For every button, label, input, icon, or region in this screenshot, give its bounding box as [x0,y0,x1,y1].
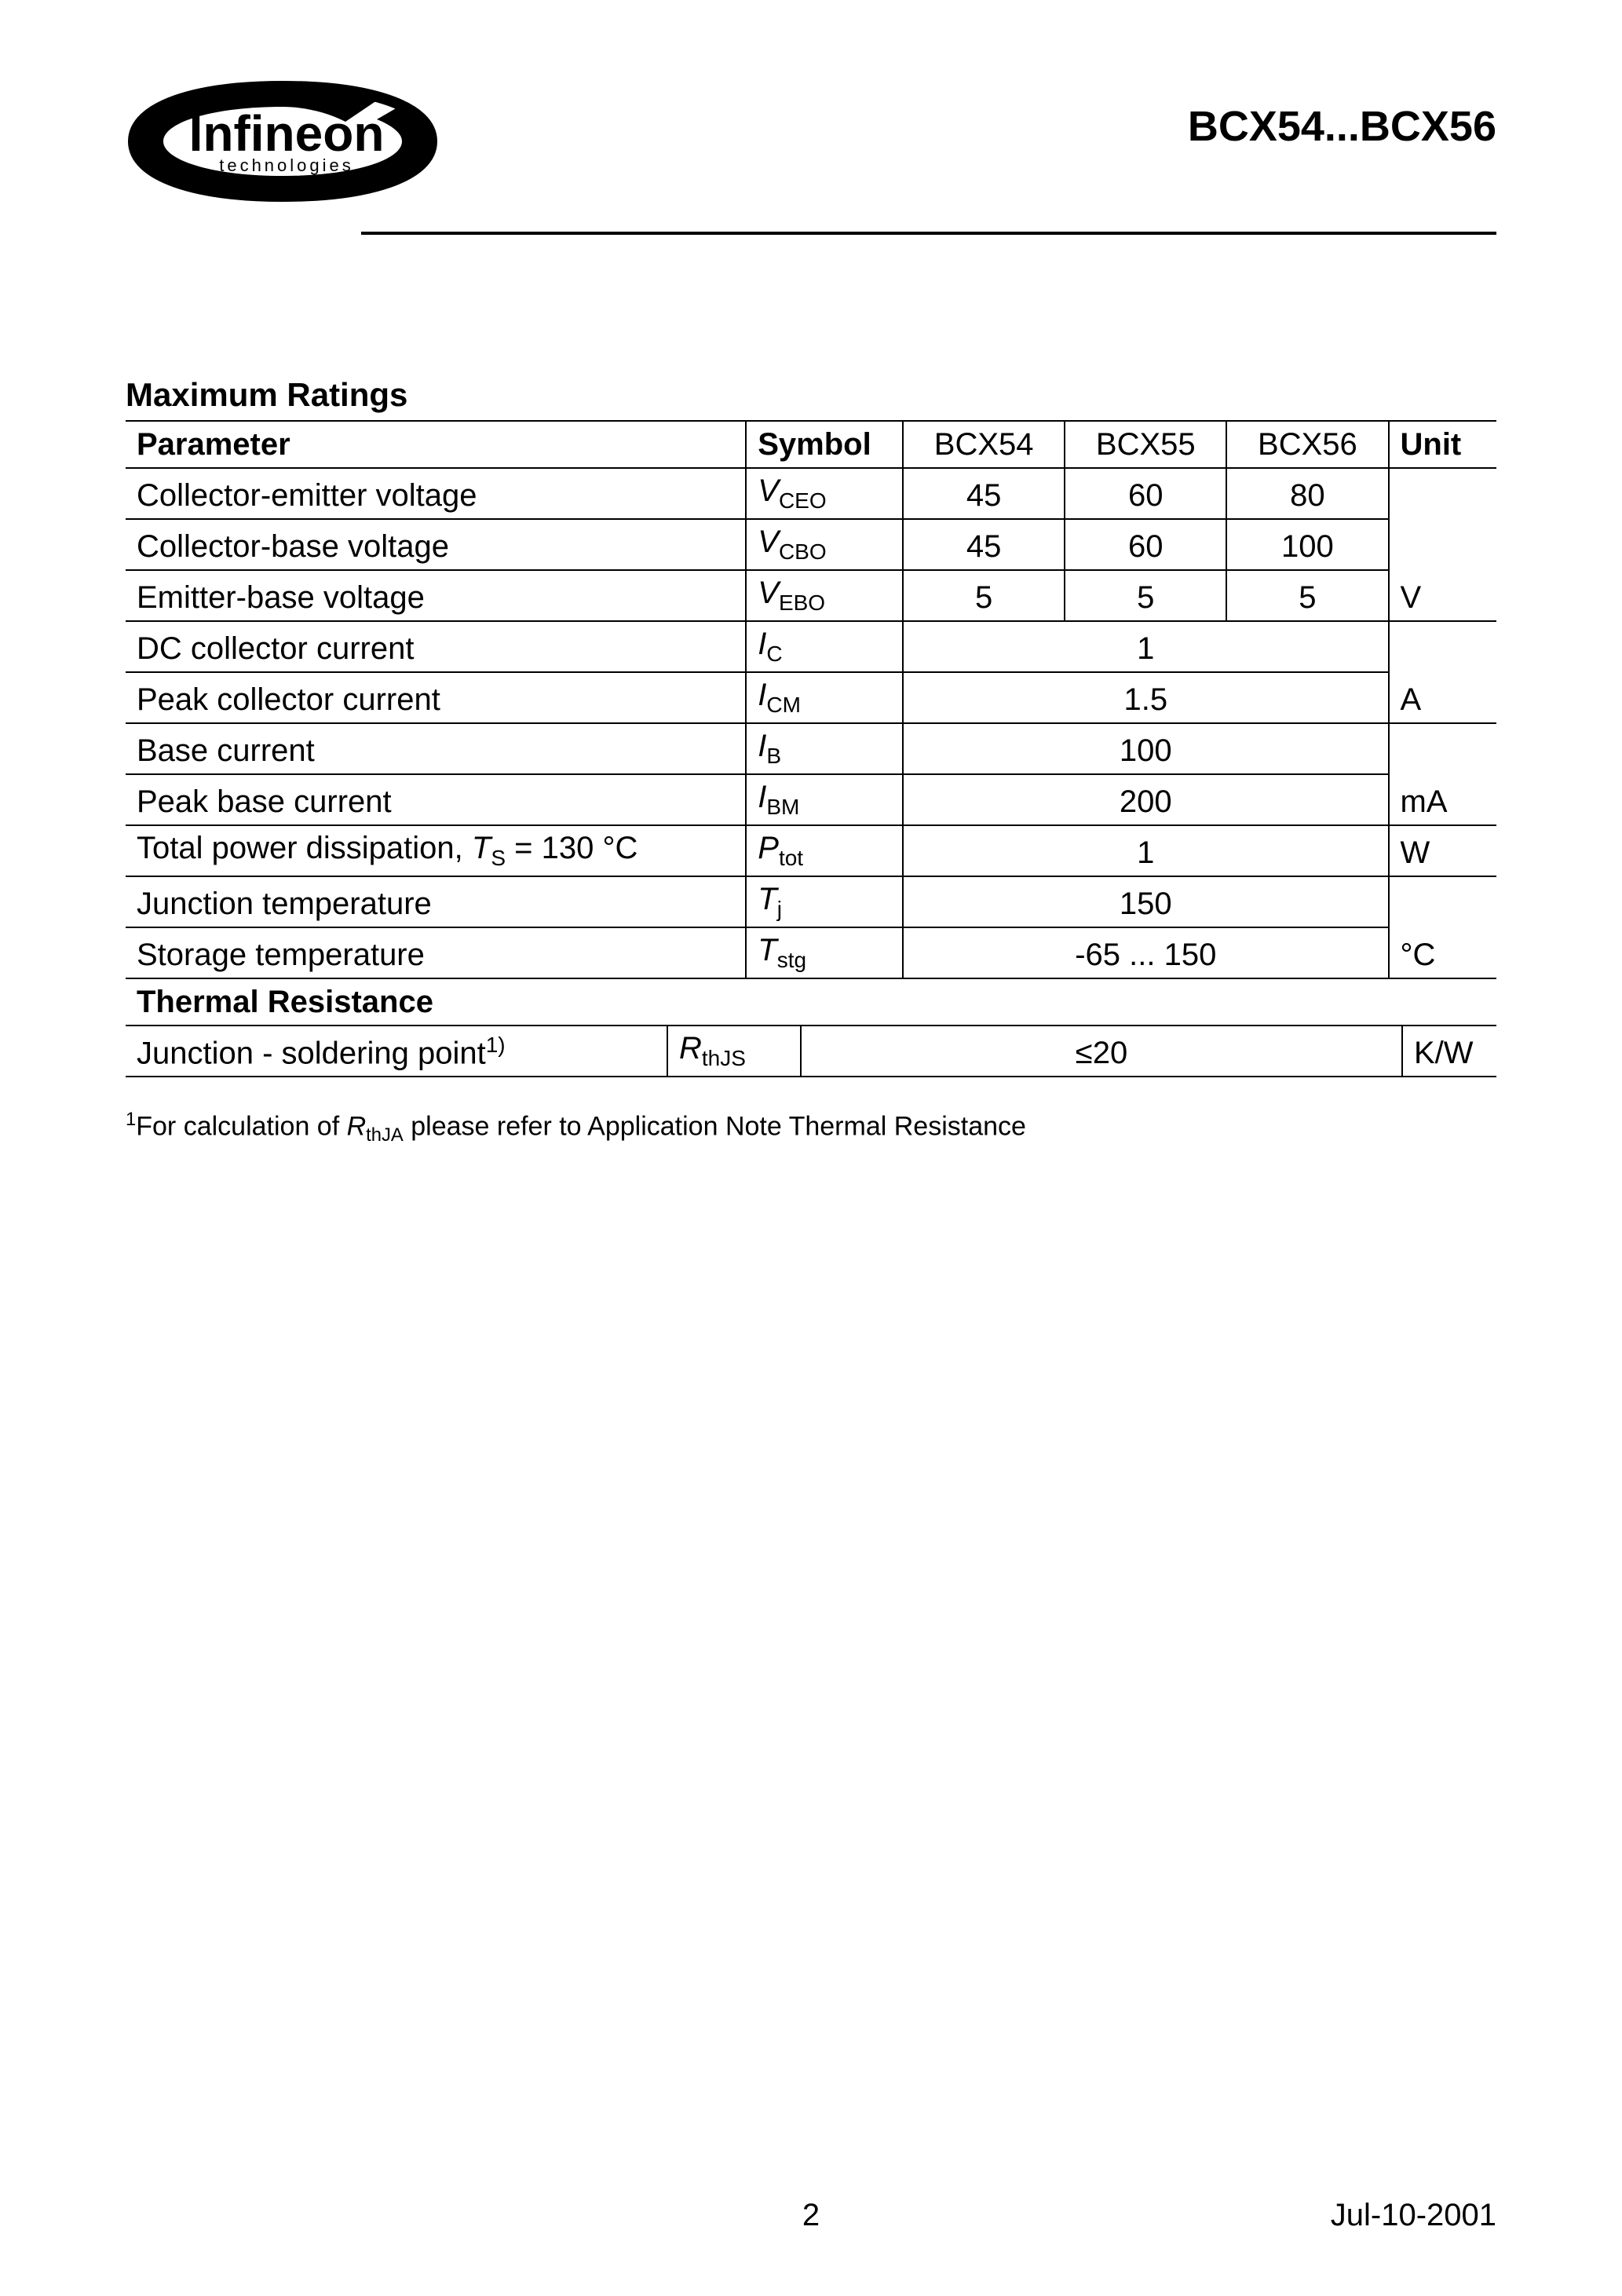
footer-date: Jul-10-2001 [1331,2198,1496,2233]
value-cell: 100 [903,723,1388,774]
infineon-logo-icon: Infineon technologies [126,79,440,204]
symbol-cell: Tstg [746,927,903,978]
table-row: Total power dissipation, TS = 130 °CPtot… [126,825,1496,876]
param-cell: Base current [126,723,746,774]
unit-cell: V [1389,468,1497,621]
svg-text:technologies: technologies [219,155,354,175]
value-cell: 80 [1226,468,1388,519]
value-cell: 5 [1065,570,1226,621]
table-row: Base currentIB100mA [126,723,1496,774]
symbol-cell: Tj [746,876,903,927]
footer: 2 Jul-10-2001 [126,2198,1496,2233]
param-cell: Collector-base voltage [126,519,746,570]
table-row: Storage temperatureTstg-65 ... 150 [126,927,1496,978]
symbol-cell: IB [746,723,903,774]
unit-cell: W [1389,825,1497,876]
section-title-max-ratings: Maximum Ratings [126,376,1496,414]
value-cell: 60 [1065,468,1226,519]
value-cell: 5 [1226,570,1388,621]
unit-cell: K/W [1402,1026,1496,1077]
table-header-row: Parameter Symbol BCX54 BCX55 BCX56 Unit [126,421,1496,468]
param-cell: Junction - soldering point1) [126,1026,667,1077]
value-cell: 45 [903,519,1065,570]
symbol-cell: VCEO [746,468,903,519]
value-cell: -65 ... 150 [903,927,1388,978]
symbol-cell: VCBO [746,519,903,570]
col-unit: Unit [1389,421,1497,468]
col-parameter: Parameter [126,421,746,468]
col-symbol: Symbol [746,421,903,468]
logo: Infineon technologies [126,79,440,208]
thermal-row: Junction - soldering point1) RthJS ≤20 K… [126,1026,1496,1077]
thermal-table: Thermal Resistance Junction - soldering … [126,978,1496,1077]
unit-cell: mA [1389,723,1497,825]
ratings-table: Parameter Symbol BCX54 BCX55 BCX56 Unit … [126,420,1496,979]
value-cell: 150 [903,876,1388,927]
col-bcx56: BCX56 [1226,421,1388,468]
page-number: 2 [802,2198,820,2233]
value-cell: 1.5 [903,672,1388,723]
value-cell: 1 [903,825,1388,876]
value-cell: 5 [903,570,1065,621]
param-cell: Total power dissipation, TS = 130 °C [126,825,746,876]
param-cell: Collector-emitter voltage [126,468,746,519]
footnote: 1For calculation of RthJA please refer t… [126,1109,1496,1146]
param-cell: Storage temperature [126,927,746,978]
param-cell: DC collector current [126,621,746,672]
table-row: Collector-emitter voltageVCEO456080V [126,468,1496,519]
value-cell: ≤20 [801,1026,1402,1077]
param-cell: Emitter-base voltage [126,570,746,621]
table-row: DC collector currentIC1A [126,621,1496,672]
col-bcx54: BCX54 [903,421,1065,468]
table-row: Emitter-base voltageVEBO555 [126,570,1496,621]
product-title: BCX54...BCX56 [1188,102,1496,151]
unit-cell: A [1389,621,1497,723]
header: Infineon technologies BCX54...BCX56 [126,79,1496,208]
table-row: Peak collector currentICM1.5 [126,672,1496,723]
symbol-cell: IC [746,621,903,672]
symbol-cell: RthJS [667,1026,801,1077]
thermal-header-row: Thermal Resistance [126,978,1496,1026]
section-title-thermal: Thermal Resistance [126,978,1496,1026]
param-cell: Peak base current [126,774,746,825]
header-rule [361,232,1496,235]
table-row: Peak base currentIBM200 [126,774,1496,825]
table-row: Junction temperatureTj150°C [126,876,1496,927]
symbol-cell: VEBO [746,570,903,621]
symbol-cell: ICM [746,672,903,723]
value-cell: 1 [903,621,1388,672]
symbol-cell: Ptot [746,825,903,876]
table-row: Collector-base voltageVCBO4560100 [126,519,1496,570]
col-bcx55: BCX55 [1065,421,1226,468]
symbol-cell: IBM [746,774,903,825]
value-cell: 45 [903,468,1065,519]
param-cell: Junction temperature [126,876,746,927]
param-cell: Peak collector current [126,672,746,723]
value-cell: 200 [903,774,1388,825]
svg-text:Infineon: Infineon [189,105,385,162]
content: Maximum Ratings Parameter Symbol BCX54 B… [126,376,1496,1146]
unit-cell: °C [1389,876,1497,978]
value-cell: 60 [1065,519,1226,570]
value-cell: 100 [1226,519,1388,570]
